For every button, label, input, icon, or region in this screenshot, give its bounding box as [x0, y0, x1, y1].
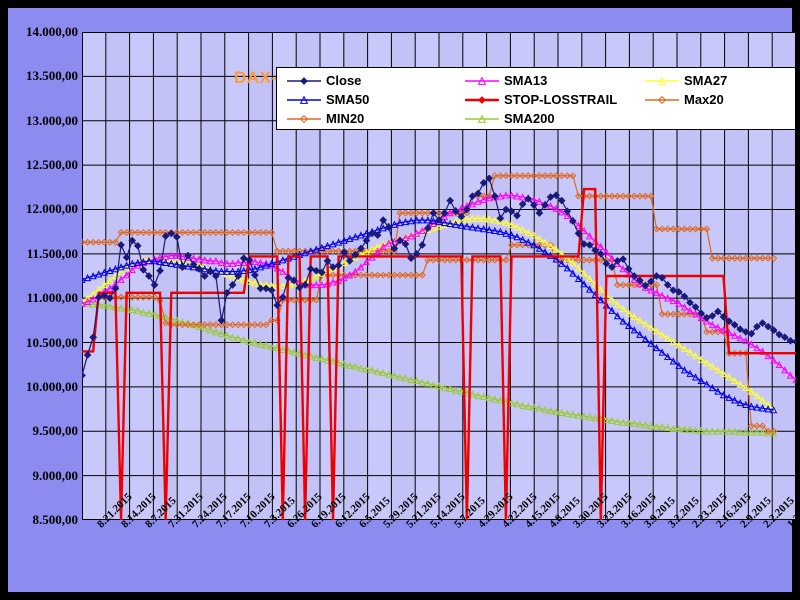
- legend-item-stop-losstrail[interactable]: STOP-LOSSTRAIL: [463, 90, 643, 109]
- legend-label: Max20: [684, 92, 724, 107]
- line-marker-icon: [643, 74, 681, 88]
- y-axis-tick-label: 11.500,00: [26, 245, 78, 261]
- plot-svg: [82, 32, 796, 520]
- series-stop-losstrail: [82, 187, 796, 520]
- legend-item-sma50[interactable]: SMA50: [285, 90, 463, 109]
- y-axis-tick-label: 10.500,00: [26, 334, 78, 350]
- y-axis-tick-label: 11.000,00: [26, 290, 78, 306]
- chart-canvas: 14.000,00 13.500,00 13.000,00 12.500,00 12.0…: [8, 8, 800, 592]
- y-axis-tick-label: 8.500,00: [32, 512, 79, 527]
- legend-label: SMA27: [684, 73, 728, 88]
- x-axis-labels: 8.21.2015 8.14.2015 8.7.2015 7.31.2015 7.24.…: [82, 491, 800, 592]
- line-marker-icon: [285, 93, 323, 107]
- legend-item-sma27[interactable]: SMA27: [643, 71, 793, 90]
- y-axis-tick-label: 9.500,00: [32, 423, 79, 439]
- series-max20: [82, 172, 778, 262]
- legend-item-min20[interactable]: MIN20: [285, 109, 463, 128]
- plot-border: [82, 32, 796, 520]
- y-axis-labels: 14.000,00 13.500,00 13.000,00 12.500,00 12.0…: [8, 24, 79, 527]
- grid-band: [439, 32, 463, 520]
- line-marker-icon: [463, 112, 501, 126]
- grid-band: [772, 32, 796, 520]
- chart-legend[interactable]: Close SMA50 MIN20 SMA13 STOP-L: [276, 67, 796, 130]
- grid-band: [343, 32, 368, 520]
- legend-label: SMA50: [326, 92, 370, 107]
- grid-band: [153, 32, 178, 520]
- legend-column-2: SMA13 STOP-LOSSTRAIL SMA200: [463, 68, 643, 129]
- y-axis-tick-label: 14.000,00: [26, 24, 78, 39]
- legend-label: MIN20: [326, 111, 365, 126]
- legend-item-max20[interactable]: Max20: [643, 90, 793, 109]
- y-axis-tick-label: 13.500,00: [26, 68, 78, 84]
- legend-label: STOP-LOSSTRAIL: [504, 92, 618, 107]
- legend-label: Close: [326, 73, 362, 88]
- line-marker-icon: [643, 93, 681, 107]
- grid-band: [248, 32, 273, 520]
- y-axis-tick-label: 12.000,00: [26, 201, 78, 217]
- legend-item-close[interactable]: Close: [285, 71, 463, 90]
- y-axis-tick-label: 12.500,00: [26, 157, 78, 173]
- line-marker-icon: [285, 74, 323, 88]
- legend-item-sma200[interactable]: SMA200: [463, 109, 643, 128]
- series-sma200: [82, 298, 778, 437]
- legend-label: SMA200: [504, 111, 555, 126]
- series-close: [82, 174, 796, 380]
- legend-item-sma13[interactable]: SMA13: [463, 71, 643, 90]
- y-axis-tick-label: 10.000,00: [26, 378, 78, 394]
- line-marker-icon: [285, 112, 323, 126]
- series-min20: [82, 241, 778, 435]
- legend-column-1: Close SMA50 MIN20: [277, 68, 463, 129]
- y-axis-tick-label: 13.000,00: [26, 112, 78, 128]
- legend-column-3: SMA27 Max20: [643, 68, 793, 129]
- grid-band: [534, 32, 558, 520]
- legend-label: SMA13: [504, 73, 548, 88]
- line-marker-icon: [463, 93, 501, 107]
- y-axis-tick-label: 9.000,00: [32, 467, 79, 483]
- line-marker-icon: [463, 74, 501, 88]
